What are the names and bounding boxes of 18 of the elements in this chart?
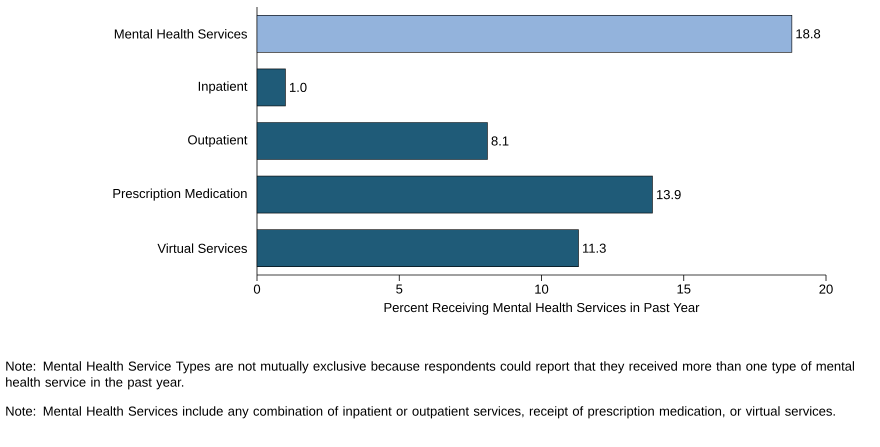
y-tick-label: Prescription Medication — [113, 188, 247, 201]
y-tick-label: Virtual Services — [157, 243, 247, 253]
data-label: 18.8 — [796, 29, 820, 38]
text: Note: Mental Health Service Types are not mutually exclusive because respondents could report that they received more than one type of mental health service in the past year. — [6, 361, 854, 390]
x-tick-label: 5 — [396, 284, 402, 294]
data-label: 1.0 — [290, 82, 307, 92]
x-axis-title: Percent Receiving Mental Health Services in Past Year — [384, 302, 700, 315]
data-label: 11.3 — [583, 244, 606, 253]
x-tick-label: 10 — [535, 284, 548, 294]
text: Note: Mental Health Services include any combination of inpatient or outpatient services, receipt of prescription medication, or virtual services. — [6, 406, 835, 418]
x-tick-label: 0 — [254, 284, 260, 294]
data-label: 13.9 — [656, 190, 681, 200]
x-tick-label: 20 — [819, 284, 833, 294]
data-label: 8.1 — [492, 136, 508, 146]
y-tick-label: Outpatient — [188, 134, 248, 148]
y-tick-label: Mental Health Services — [114, 29, 247, 39]
y-tick-label: Inpatient — [198, 81, 248, 94]
x-tick-label: 15 — [678, 284, 690, 294]
